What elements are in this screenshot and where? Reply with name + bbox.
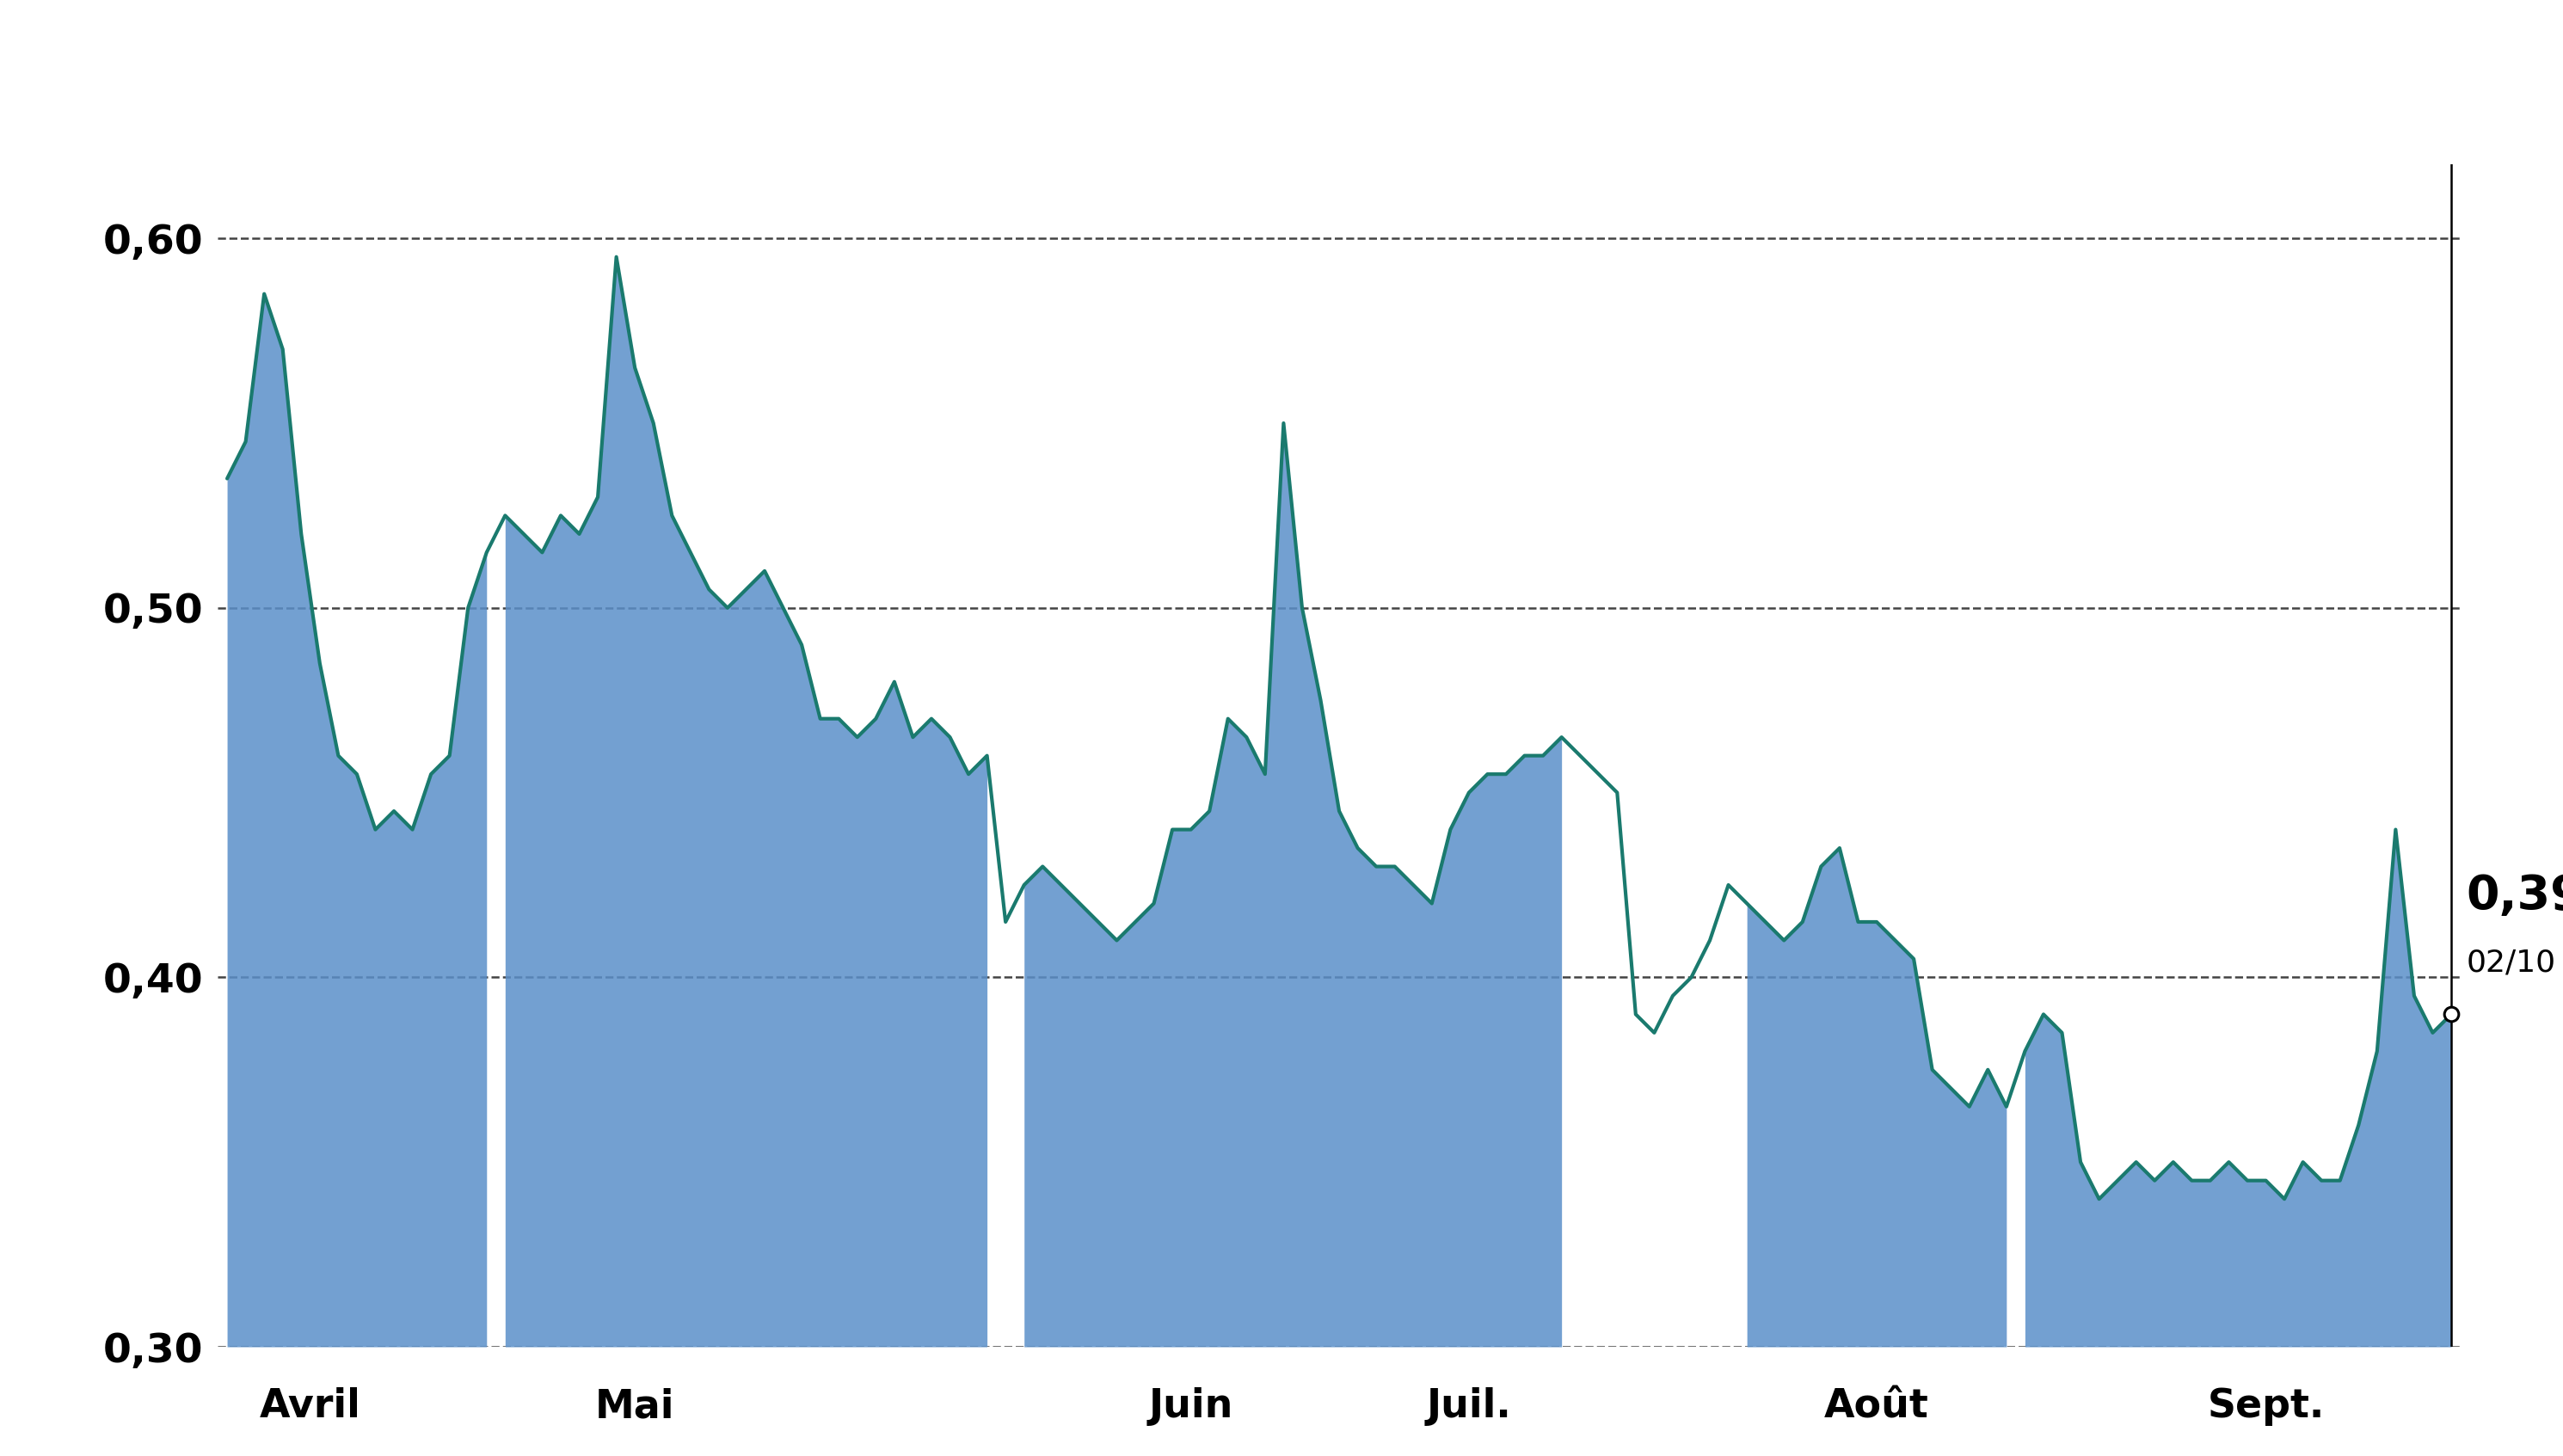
Text: Juil.: Juil. <box>1428 1388 1512 1425</box>
Text: Sept.: Sept. <box>2207 1388 2325 1425</box>
Text: Juin: Juin <box>1148 1388 1233 1425</box>
Text: Mai: Mai <box>595 1388 674 1425</box>
Text: Avril: Avril <box>259 1388 361 1425</box>
Text: India Globalization Capital, Inc.: India Globalization Capital, Inc. <box>692 20 1871 86</box>
Text: 02/10: 02/10 <box>2466 948 2555 977</box>
Text: Août: Août <box>1825 1388 1930 1425</box>
Text: 0,39: 0,39 <box>2466 872 2563 919</box>
